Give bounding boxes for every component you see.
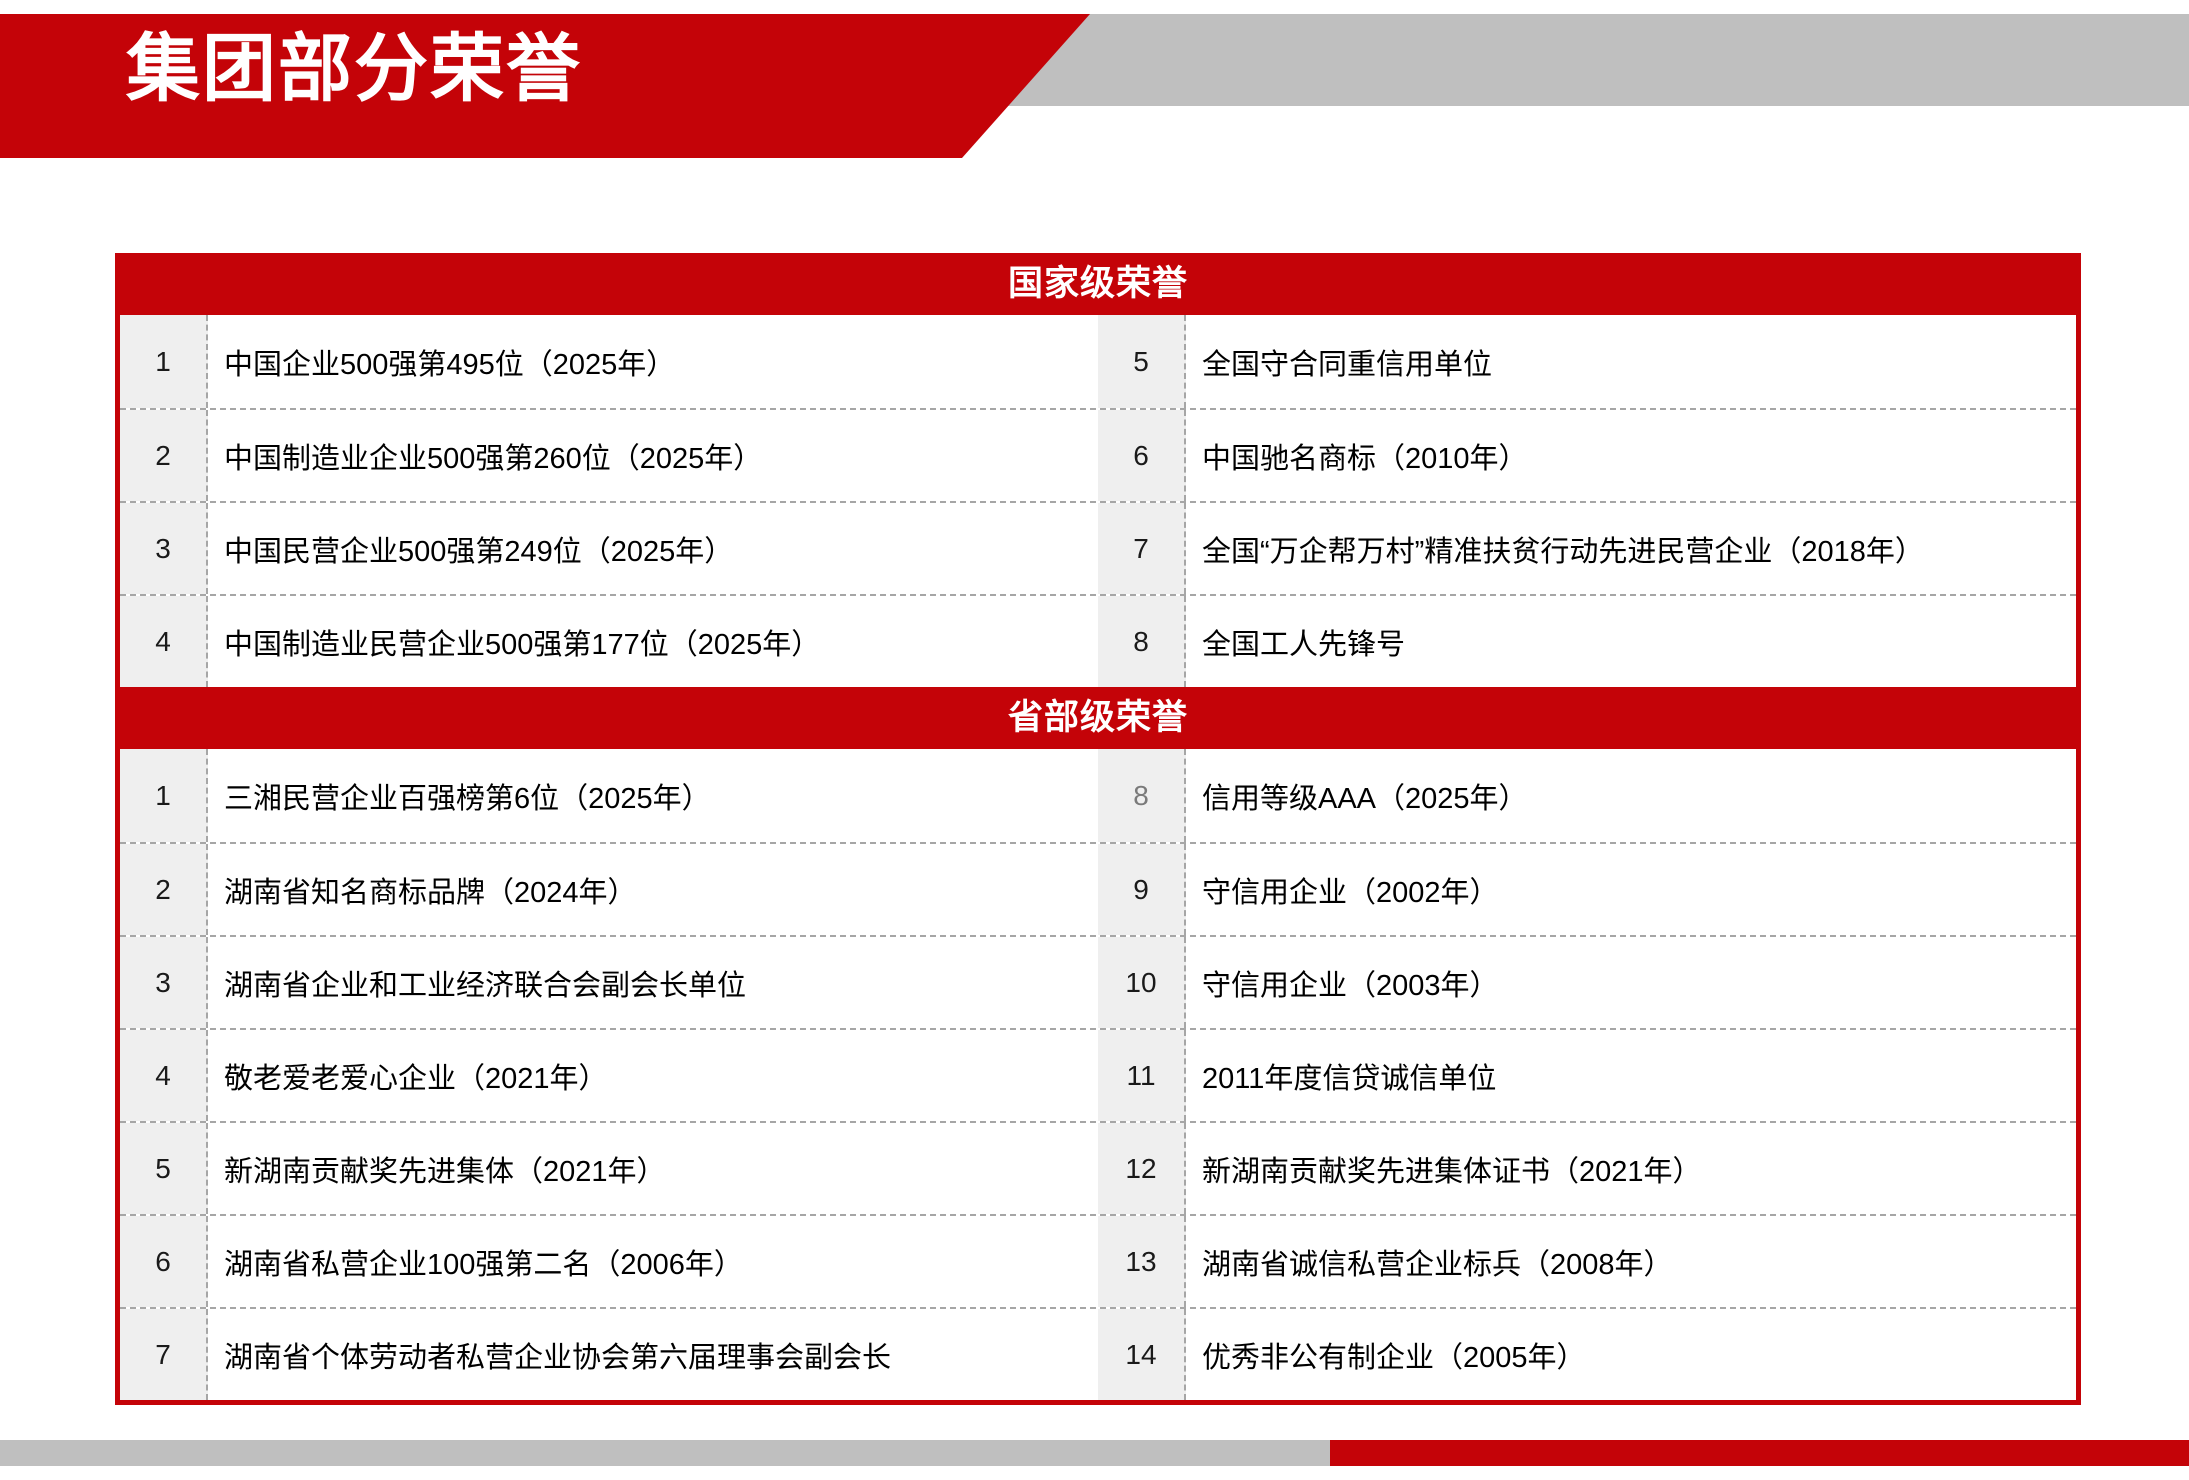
honor-label: 守信用企业（2002年）: [1202, 876, 1499, 909]
honor-cell-left: 4 中国制造业民营企业500强第177位（2025年）: [120, 596, 1098, 687]
section-header: 省部级荣誉: [115, 687, 2081, 749]
honor-label: 2011年度信贷诚信单位: [1202, 1062, 1497, 1095]
table-row: 7 湖南省个体劳动者私营企业协会第六届理事会副会长 14 优秀非公有制企业（2005年…: [120, 1307, 2076, 1400]
honor-cell-left: 5 新湖南贡献奖先进集体（2021年）: [120, 1123, 1098, 1214]
honor-index: 12: [1098, 1123, 1186, 1214]
honor-label: 信用等级AAA（2025年）: [1202, 782, 1528, 815]
honor-index: 7: [1098, 503, 1186, 594]
honor-index: 4: [120, 1030, 208, 1121]
honor-label: 三湘民营企业百强榜第6位（2025年）: [224, 782, 711, 815]
honors-table: 国家级荣誉 1 中国企业500强第495位（2025年） 5 全国守合同重信用单位 2 中国…: [115, 253, 2081, 1405]
page-title: 集团部分荣誉: [126, 27, 582, 110]
honor-cell-right: 11 2011年度信贷诚信单位: [1098, 1030, 2076, 1121]
table-row: 3 湖南省企业和工业经济联合会副会长单位 10 守信用企业（2003年）: [120, 935, 2076, 1028]
honor-label: 中国民营企业500强第249位（2025年）: [224, 535, 734, 568]
honor-label: 中国制造业民营企业500强第177位（2025年）: [224, 628, 821, 661]
honor-index: 2: [120, 844, 208, 935]
honor-index: 6: [120, 1216, 208, 1307]
honor-index: 6: [1098, 410, 1186, 501]
table-row: 6 湖南省私营企业100强第二名（2006年） 13 湖南省诚信私营企业标兵（2008…: [120, 1214, 2076, 1307]
honor-label: 优秀非公有制企业（2005年）: [1202, 1341, 1586, 1374]
honor-index: 14: [1098, 1309, 1186, 1400]
honor-cell-left: 7 湖南省个体劳动者私营企业协会第六届理事会副会长: [120, 1309, 1098, 1400]
honor-index: 2: [120, 410, 208, 501]
honor-index: 1: [120, 315, 208, 408]
honor-index: 8: [1098, 596, 1186, 687]
honor-index: 11: [1098, 1030, 1186, 1121]
honor-label: 湖南省企业和工业经济联合会副会长单位: [224, 969, 747, 1002]
header-banner: [0, 14, 1090, 158]
honor-cell-right: 8 全国工人先锋号: [1098, 596, 2076, 687]
honor-index: 10: [1098, 937, 1186, 1028]
honor-label: 湖南省知名商标品牌（2024年）: [224, 876, 637, 909]
section-rows: 1 中国企业500强第495位（2025年） 5 全国守合同重信用单位 2 中国制造业企业…: [115, 315, 2081, 687]
honor-index: 3: [120, 503, 208, 594]
honor-index: 5: [120, 1123, 208, 1214]
table-row: 2 中国制造业企业500强第260位（2025年） 6 中国驰名商标（2010年）: [120, 408, 2076, 501]
honor-cell-right: 6 中国驰名商标（2010年）: [1098, 410, 2076, 501]
honor-cell-left: 2 中国制造业企业500强第260位（2025年）: [120, 410, 1098, 501]
honor-label: 中国驰名商标（2010年）: [1202, 442, 1528, 475]
table-row: 1 三湘民营企业百强榜第6位（2025年） 8 信用等级AAA（2025年）: [120, 749, 2076, 842]
honor-cell-left: 1 三湘民营企业百强榜第6位（2025年）: [120, 749, 1098, 842]
honor-cell-left: 3 湖南省企业和工业经济联合会副会长单位: [120, 937, 1098, 1028]
honor-cell-left: 6 湖南省私营企业100强第二名（2006年）: [120, 1216, 1098, 1307]
footer-gray-accent-bar: [0, 1440, 1350, 1466]
honor-index: 1: [120, 749, 208, 842]
honor-index: 4: [120, 596, 208, 687]
table-row: 1 中国企业500强第495位（2025年） 5 全国守合同重信用单位: [120, 315, 2076, 408]
table-row: 5 新湖南贡献奖先进集体（2021年） 12 新湖南贡献奖先进集体证书（2021年）: [120, 1121, 2076, 1214]
honor-label: 敬老爱老爱心企业（2021年）: [224, 1062, 608, 1095]
honor-label: 守信用企业（2003年）: [1202, 969, 1499, 1002]
honor-label: 湖南省诚信私营企业标兵（2008年）: [1202, 1248, 1673, 1281]
table-row: 2 湖南省知名商标品牌（2024年） 9 守信用企业（2002年）: [120, 842, 2076, 935]
honor-cell-left: 3 中国民营企业500强第249位（2025年）: [120, 503, 1098, 594]
table-row: 4 敬老爱老爱心企业（2021年） 11 2011年度信贷诚信单位: [120, 1028, 2076, 1121]
honor-label: 全国守合同重信用单位: [1202, 348, 1493, 381]
honor-label: 湖南省私营企业100强第二名（2006年）: [224, 1248, 743, 1281]
honor-cell-left: 1 中国企业500强第495位（2025年）: [120, 315, 1098, 408]
honor-cell-right: 7 全国“万企帮万村”精准扶贫行动先进民营企业（2018年）: [1098, 503, 2076, 594]
honor-cell-right: 12 新湖南贡献奖先进集体证书（2021年）: [1098, 1123, 2076, 1214]
honor-index: 8: [1098, 749, 1186, 842]
honor-cell-right: 13 湖南省诚信私营企业标兵（2008年）: [1098, 1216, 2076, 1307]
honor-label: 新湖南贡献奖先进集体（2021年）: [224, 1155, 666, 1188]
honor-label: 新湖南贡献奖先进集体证书（2021年）: [1202, 1155, 1702, 1188]
honor-index: 9: [1098, 844, 1186, 935]
honor-cell-right: 5 全国守合同重信用单位: [1098, 315, 2076, 408]
honor-cell-right: 14 优秀非公有制企业（2005年）: [1098, 1309, 2076, 1400]
honor-cell-right: 9 守信用企业（2002年）: [1098, 844, 2076, 935]
header-gray-accent-bar: [970, 14, 2189, 106]
honor-cell-right: 10 守信用企业（2003年）: [1098, 937, 2076, 1028]
honor-label: 全国“万企帮万村”精准扶贫行动先进民营企业（2018年）: [1202, 535, 1924, 568]
footer-red-accent-bar: [1330, 1440, 2189, 1466]
honor-label: 中国企业500强第495位（2025年）: [224, 348, 676, 381]
honor-label: 中国制造业企业500强第260位（2025年）: [224, 442, 763, 475]
honor-cell-left: 2 湖南省知名商标品牌（2024年）: [120, 844, 1098, 935]
table-row: 3 中国民营企业500强第249位（2025年） 7 全国“万企帮万村”精准扶贫行动先…: [120, 501, 2076, 594]
table-row: 4 中国制造业民营企业500强第177位（2025年） 8 全国工人先锋号: [120, 594, 2076, 687]
section-rows: 1 三湘民营企业百强榜第6位（2025年） 8 信用等级AAA（2025年） 2 湖南省知…: [115, 749, 2081, 1405]
honor-index: 13: [1098, 1216, 1186, 1307]
honor-cell-left: 4 敬老爱老爱心企业（2021年）: [120, 1030, 1098, 1121]
section-header: 国家级荣誉: [115, 253, 2081, 315]
honor-index: 5: [1098, 315, 1186, 408]
honor-label: 全国工人先锋号: [1202, 628, 1406, 661]
honor-index: 7: [120, 1309, 208, 1400]
honor-index: 3: [120, 937, 208, 1028]
honor-cell-right: 8 信用等级AAA（2025年）: [1098, 749, 2076, 842]
honor-label: 湖南省个体劳动者私营企业协会第六届理事会副会长: [224, 1341, 892, 1374]
